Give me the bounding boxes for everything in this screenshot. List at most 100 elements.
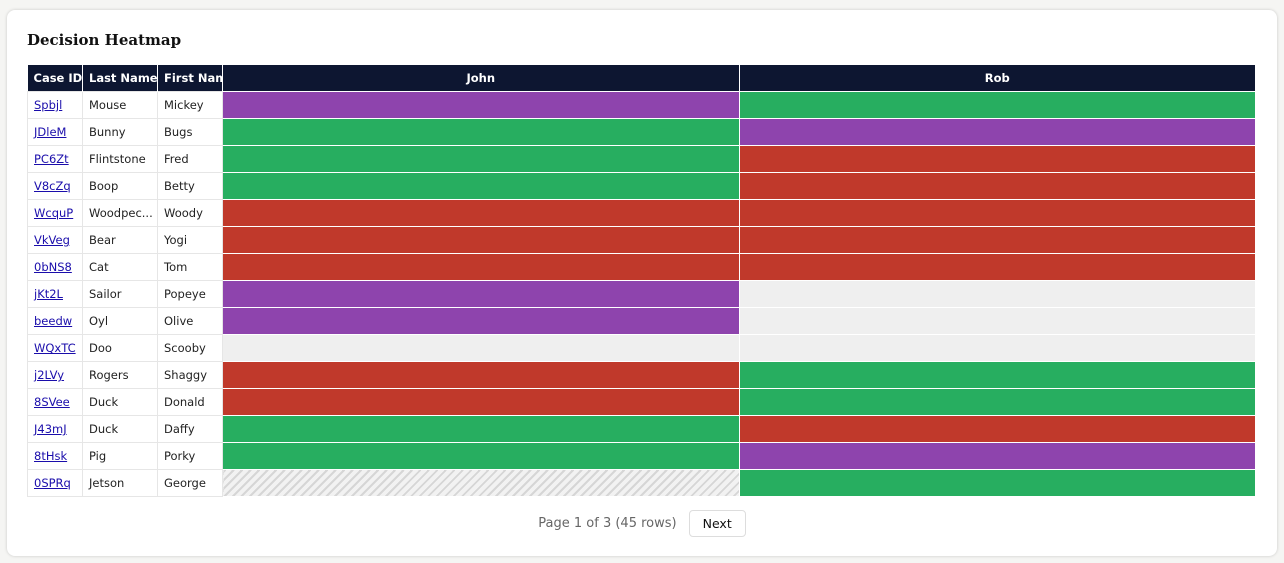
table-row: 8SVee Duck Donald	[27, 388, 1256, 416]
last-name: Bunny	[82, 118, 158, 146]
decision-cell	[222, 307, 740, 335]
table-row: 0SPRq Jetson George	[27, 469, 1256, 497]
decision-cell	[738, 469, 1256, 497]
decision-cell	[222, 145, 740, 173]
first-name: Donald	[157, 388, 223, 416]
decision-cell	[222, 469, 740, 497]
last-name: Duck	[82, 415, 158, 443]
case-link[interactable]: V8cZq	[34, 179, 71, 193]
decision-cell	[738, 361, 1256, 389]
decision-cell	[738, 442, 1256, 470]
last-name: Flintstone	[82, 145, 158, 173]
case-link[interactable]: 8tHsk	[34, 449, 68, 463]
case-link[interactable]: Spbjl	[34, 98, 63, 112]
decision-cell	[738, 280, 1256, 308]
last-name: Mouse	[82, 91, 158, 119]
decision-cell	[738, 199, 1256, 227]
column-header: Last Name	[82, 65, 158, 92]
cell: j2LVy	[27, 361, 83, 389]
last-name: Boop	[82, 172, 158, 200]
first-name: Betty	[157, 172, 223, 200]
table-row: WcquP Woodpec... Woody	[27, 199, 1256, 227]
first-name: George	[157, 469, 223, 497]
cell: 0bNS8	[27, 253, 83, 281]
decision-cell	[738, 172, 1256, 200]
decision-cell	[222, 388, 740, 416]
case-link[interactable]: 8SVee	[34, 395, 70, 409]
cell: Spbjl	[27, 91, 83, 119]
first-name: Woody	[157, 199, 223, 227]
next-button[interactable]: Next	[688, 510, 746, 537]
case-link[interactable]: J43mJ	[34, 422, 67, 436]
first-name: Shaggy	[157, 361, 223, 389]
cell: PC6Zt	[27, 145, 83, 173]
decision-cell	[738, 253, 1256, 281]
case-link[interactable]: 0SPRq	[34, 476, 71, 490]
title: Decision Heatmap	[27, 31, 182, 49]
cell: J43mJ	[27, 415, 83, 443]
first-name: Scooby	[157, 334, 223, 362]
table-body: Spbjl Mouse Mickey JDleM Bunny Bugs PC6Zt Flint…	[27, 91, 1256, 497]
table-row: J43mJ Duck Daffy	[27, 415, 1256, 443]
table-row: j2LVy Rogers Shaggy	[27, 361, 1256, 389]
case-link[interactable]: VkVeg	[34, 233, 70, 247]
case-link[interactable]: 0bNS8	[34, 260, 72, 274]
table-row: PC6Zt Flintstone Fred	[27, 145, 1256, 173]
decision-cell	[222, 442, 740, 470]
first-name: Mickey	[157, 91, 223, 119]
card: Decision Heatmap Case ID Last Name First N…	[7, 10, 1277, 556]
cell: WcquP	[27, 199, 83, 227]
case-link[interactable]: WQxTC	[34, 341, 76, 355]
case-link[interactable]: beedw	[34, 314, 73, 328]
decision-cell	[738, 415, 1256, 443]
case-link[interactable]: jKt2L	[34, 287, 63, 301]
case-link[interactable]: j2LVy	[34, 368, 65, 382]
first-name: Daffy	[157, 415, 223, 443]
first-name: Fred	[157, 145, 223, 173]
decision-cell	[222, 226, 740, 254]
decision-cell	[738, 145, 1256, 173]
decision-cell	[222, 199, 740, 227]
last-name: Woodpec...	[82, 199, 158, 227]
last-name: Rogers	[82, 361, 158, 389]
decision-cell	[738, 118, 1256, 146]
cell: beedw	[27, 307, 83, 335]
first-name: Popeye	[157, 280, 223, 308]
decision-cell	[738, 226, 1256, 254]
decision-cell	[738, 91, 1256, 119]
cell: 8SVee	[27, 388, 83, 416]
decision-cell	[222, 334, 740, 362]
column-header: Case ID	[27, 65, 83, 92]
table-row: 8tHsk Pig Porky	[27, 442, 1256, 470]
cell: VkVeg	[27, 226, 83, 254]
decision-cell	[222, 415, 740, 443]
case-link[interactable]: PC6Zt	[34, 152, 69, 166]
column-header: John	[222, 65, 740, 92]
first-name: Yogi	[157, 226, 223, 254]
decision-cell	[738, 334, 1256, 362]
first-name: Porky	[157, 442, 223, 470]
table-row: beedw Oyl Olive	[27, 307, 1256, 335]
cell: JDleM	[27, 118, 83, 146]
decision-cell	[222, 91, 740, 119]
table-row: Spbjl Mouse Mickey	[27, 91, 1256, 119]
decision-cell	[222, 280, 740, 308]
decision-cell	[738, 307, 1256, 335]
decision-cell	[222, 361, 740, 389]
case-link[interactable]: WcquP	[34, 206, 74, 220]
first-name: Tom	[157, 253, 223, 281]
column-header: First Name	[157, 65, 223, 92]
decision-cell	[222, 253, 740, 281]
first-name: Olive	[157, 307, 223, 335]
last-name: Bear	[82, 226, 158, 254]
last-name: Doo	[82, 334, 158, 362]
decision-cell	[222, 118, 740, 146]
decision-cell	[738, 388, 1256, 416]
first-name: Bugs	[157, 118, 223, 146]
cell: jKt2L	[27, 280, 83, 308]
table-row: WQxTC Doo Scooby	[27, 334, 1256, 362]
case-link[interactable]: JDleM	[34, 125, 67, 139]
